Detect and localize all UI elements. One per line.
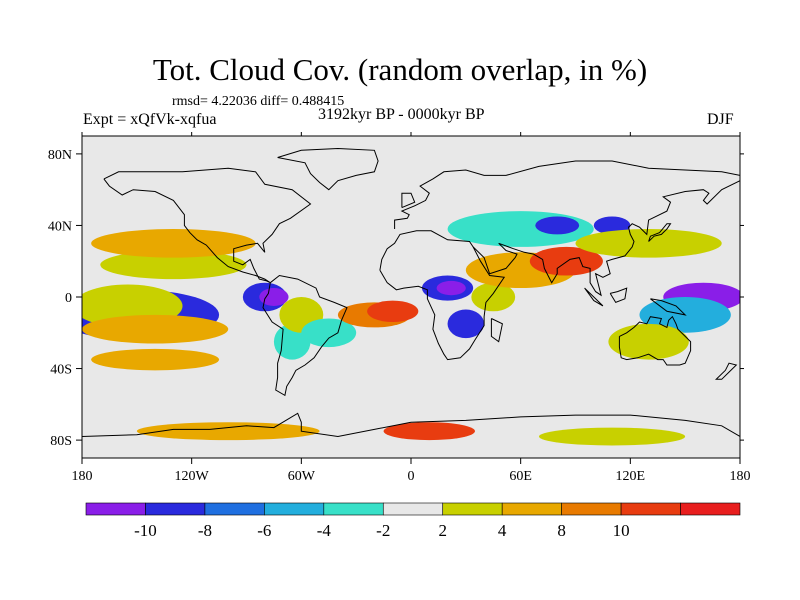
map-panel xyxy=(81,135,741,459)
coastline xyxy=(650,298,687,316)
coastline xyxy=(103,167,312,284)
cloud-anomaly-field xyxy=(82,211,740,446)
coastline xyxy=(490,318,503,343)
anomaly-region xyxy=(436,280,466,296)
y-tick-label: 80S xyxy=(50,434,72,449)
y-tick-label: 0 xyxy=(65,291,72,306)
colorbar-label: 4 xyxy=(498,521,507,540)
x-tick-label: 120E xyxy=(616,469,646,484)
coastline xyxy=(618,315,692,366)
colorbar-swatch xyxy=(85,502,146,516)
coastline xyxy=(379,230,506,361)
colorbar-swatch xyxy=(323,502,384,516)
anomaly-region xyxy=(259,288,289,306)
anomaly-region xyxy=(91,229,256,258)
colorbar: -10 -8 -6 -4 -2 2 4 8 10 xyxy=(85,502,741,540)
coastline xyxy=(277,147,379,191)
colorbar-label: -8 xyxy=(198,521,212,540)
colorbar-label: -4 xyxy=(317,521,332,540)
coastline xyxy=(472,180,740,297)
colorbar-swatch xyxy=(145,502,206,516)
y-tick-label: 40S xyxy=(50,363,72,378)
anomaly-region xyxy=(301,318,357,348)
period-label: 3192kyr BP - 0000kyr BP xyxy=(318,106,485,123)
y-tick-label: 80N xyxy=(48,148,72,163)
anomaly-region xyxy=(538,427,686,446)
coastline xyxy=(262,274,348,397)
x-tick-label: 60E xyxy=(509,469,532,484)
x-tick-label: 0 xyxy=(408,469,415,484)
anomaly-region xyxy=(608,323,689,360)
page-title: Tot. Cloud Cov. (random overlap, in %) xyxy=(152,52,648,87)
colorbar-label: -6 xyxy=(257,521,271,540)
x-tick-label: 60W xyxy=(288,469,316,484)
colorbar-label: 8 xyxy=(557,521,566,540)
colorbar-swatch xyxy=(501,502,562,516)
x-tick-label: 180 xyxy=(730,469,751,484)
coastline xyxy=(714,362,738,380)
coastline xyxy=(401,192,416,209)
y-tick-label: 40N xyxy=(48,219,72,234)
coastline xyxy=(648,223,672,242)
anomaly-region xyxy=(91,348,220,371)
anomaly-region xyxy=(447,309,485,339)
colorbar-label: -10 xyxy=(134,521,157,540)
colorbar-label: -2 xyxy=(376,521,390,540)
anomaly-region xyxy=(136,422,320,441)
colorbar-swatch xyxy=(264,502,325,516)
colorbar-swatch xyxy=(561,502,622,516)
colorbar-label: 10 xyxy=(613,521,630,540)
x-tick-label: 180 xyxy=(72,469,93,484)
anomaly-region xyxy=(575,229,722,258)
x-tick-label: 120W xyxy=(175,469,210,484)
colorbar-swatch xyxy=(680,502,741,516)
colorbar-swatch xyxy=(620,502,681,516)
colorbar-swatch xyxy=(204,502,265,516)
anomaly-region xyxy=(535,216,580,235)
anomaly-region xyxy=(529,246,603,276)
stats-text: rmsd= 4.22036 diff= 0.488415 xyxy=(172,94,345,109)
coastline xyxy=(609,287,628,304)
season-label: DJF xyxy=(707,111,734,128)
anomaly-region xyxy=(367,300,419,323)
colorbar-swatch xyxy=(442,502,503,516)
anomaly-region xyxy=(593,216,631,235)
coastline xyxy=(82,412,740,438)
colorbar-swatch xyxy=(382,502,444,516)
x-axis: 180 120W 60W 0 60E 120E 180 xyxy=(72,132,751,484)
anomaly-region xyxy=(383,422,475,441)
experiment-label: Expt = xQfVk-xqfua xyxy=(83,111,217,128)
y-axis: 80N 40N 0 40S 80S xyxy=(48,148,744,449)
anomaly-region xyxy=(471,282,516,312)
anomaly-region xyxy=(82,314,229,344)
coastline xyxy=(394,160,740,229)
colorbar-label: 2 xyxy=(438,521,447,540)
anomaly-region xyxy=(100,250,247,280)
coastline xyxy=(584,287,604,307)
coastlines xyxy=(82,147,740,438)
